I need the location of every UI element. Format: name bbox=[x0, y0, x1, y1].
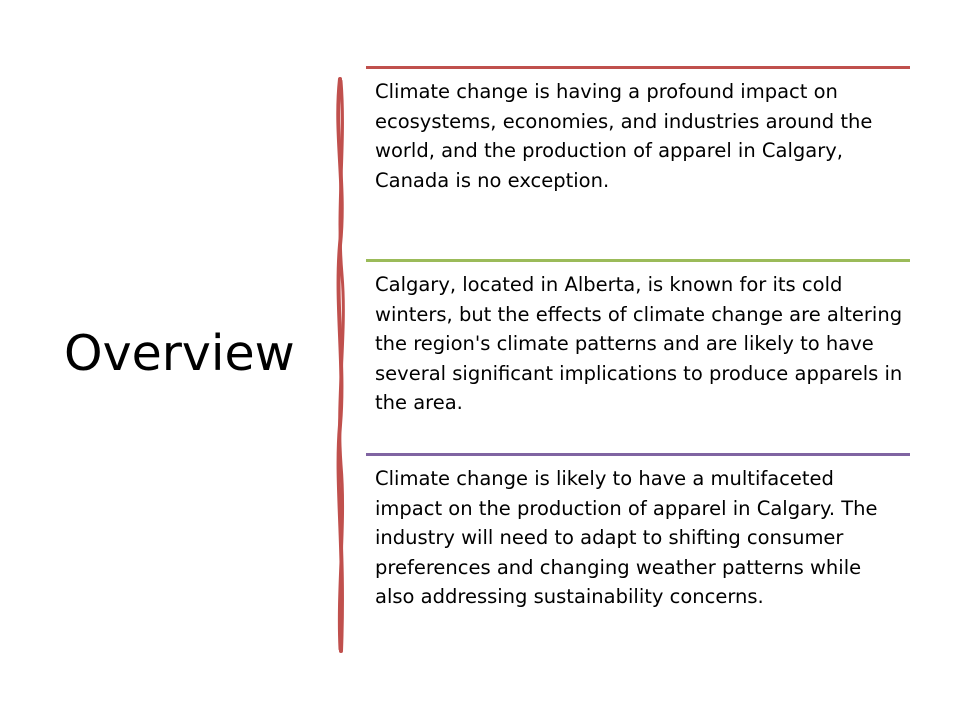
content-block-3: Climate change is likely to have a multi… bbox=[366, 453, 910, 612]
block-3-rule bbox=[366, 453, 910, 456]
block-2-text: Calgary, located in Alberta, is known fo… bbox=[375, 273, 903, 414]
block-1-rule bbox=[366, 66, 910, 69]
wavy-divider-stroke-b bbox=[337, 79, 345, 651]
content-block-1: Climate change is having a profound impa… bbox=[366, 66, 910, 195]
block-1-text: Climate change is having a profound impa… bbox=[375, 80, 873, 192]
vertical-wavy-divider bbox=[336, 77, 345, 653]
slide-title: Overview bbox=[64, 325, 295, 382]
block-2-rule bbox=[366, 259, 910, 262]
content-block-2: Calgary, located in Alberta, is known fo… bbox=[366, 259, 910, 418]
block-3-text: Climate change is likely to have a multi… bbox=[375, 467, 878, 608]
